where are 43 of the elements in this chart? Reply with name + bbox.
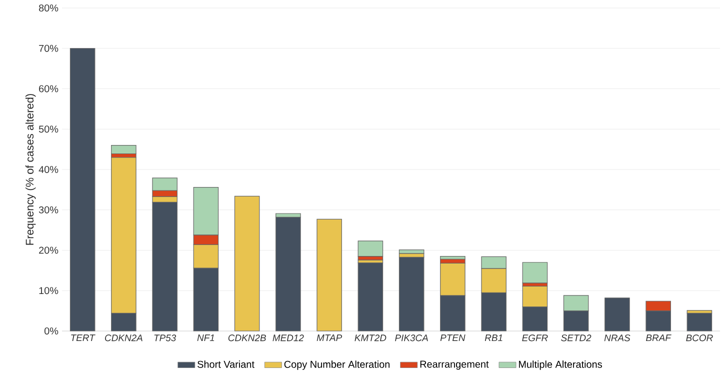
x-tick-label: CDKN2B: [228, 334, 266, 342]
legend-label: Copy Number Alteration: [284, 360, 390, 370]
legend-label: Short Variant: [198, 360, 254, 368]
bar: [398, 250, 424, 254]
y-tick-label: 0%: [44, 327, 58, 335]
bar: [234, 196, 260, 332]
bar: [522, 262, 548, 284]
y-tick-label: 20%: [39, 246, 58, 254]
bar: [276, 216, 301, 332]
x-tick-label: BRAF: [646, 334, 672, 342]
x-tick-label: SETD2: [561, 334, 592, 342]
bar: [398, 256, 424, 332]
x-tick-label: NF1: [197, 334, 214, 342]
y-tick-label: 80%: [38, 4, 58, 12]
y-tick-label: 60%: [39, 85, 58, 92]
y-tick-label: 10%: [39, 287, 58, 294]
bar: [686, 312, 712, 332]
x-tick-label: MTAP: [316, 334, 342, 342]
y-tick-label: 40%: [38, 166, 58, 174]
x-tick-label: PIK3CA: [395, 334, 428, 342]
x-tick-label: EGFR: [522, 334, 548, 342]
y-tick-label: 70%: [39, 44, 58, 52]
legend-label: Multiple Alterations: [519, 360, 602, 370]
bar: [111, 144, 136, 154]
bar: [604, 298, 630, 332]
bar: [316, 218, 342, 332]
bar: [70, 48, 96, 332]
x-tick-label: CDKN2A: [105, 334, 142, 342]
bar: [358, 262, 384, 332]
x-tick-label: KMT2D: [354, 334, 386, 342]
x-tick-label: NRAS: [604, 334, 630, 342]
x-tick-label: TERT: [71, 334, 96, 342]
x-tick-label: TP53: [154, 334, 176, 342]
y-tick-label: 30%: [38, 206, 58, 214]
bar: [440, 256, 466, 260]
bar: [358, 240, 384, 257]
x-tick-label: MED12: [272, 334, 304, 342]
y-tick-label: 50%: [38, 126, 58, 133]
legend-label: Rearrangement: [420, 360, 489, 370]
x-tick-label: PTEN: [440, 334, 466, 342]
y-axis-title: Frequency (% of cases altered): [25, 94, 36, 245]
x-tick-label: RB1: [484, 334, 502, 342]
x-tick-label: BCOR: [686, 334, 713, 342]
